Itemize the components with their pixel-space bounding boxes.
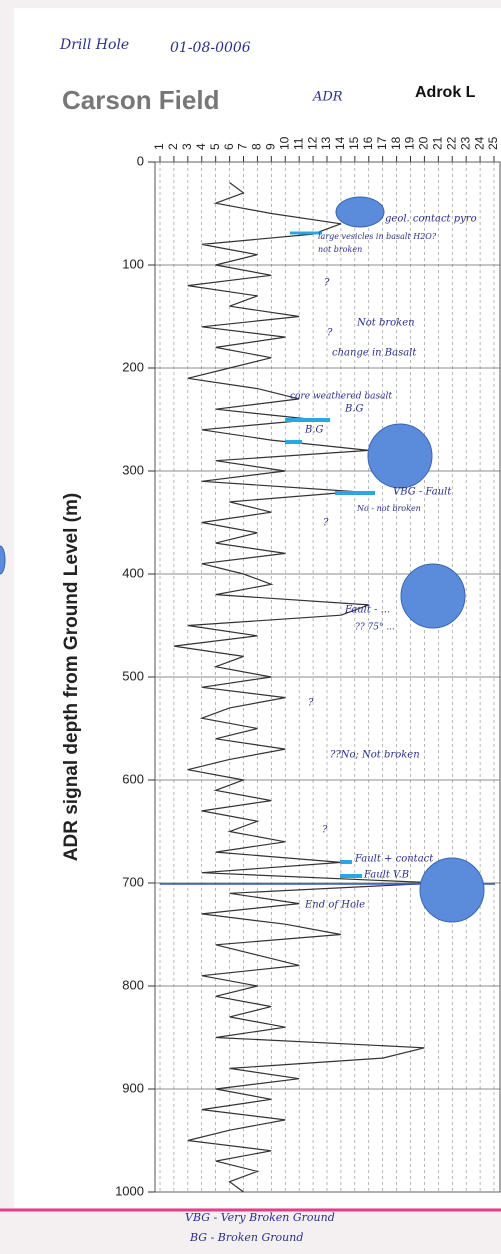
y-tick-label: 1000 [115, 1183, 144, 1198]
x-tick-label: 6 [222, 143, 236, 150]
y-tick-label: 600 [122, 771, 144, 786]
signal-trace [173, 182, 439, 1193]
x-tick-label: 10 [277, 136, 291, 150]
legend-note: VBG - Very Broken Ground [185, 1211, 335, 1224]
y-tick-label: 0 [137, 153, 144, 168]
chart-title: Carson Field [62, 85, 219, 115]
highlight [335, 196, 385, 228]
annotation: Not broken [356, 318, 415, 329]
x-tick-label: 8 [250, 143, 264, 150]
annotation: ? [308, 698, 314, 709]
annotation: No - not broken [356, 504, 421, 513]
annotation: not broken [318, 245, 362, 254]
overlay [0, 196, 495, 923]
x-tick-label: 19 [403, 136, 417, 150]
x-tick-label: 9 [264, 143, 278, 150]
method: ADR [312, 90, 343, 105]
y-tick-label: 900 [122, 1080, 144, 1095]
annotation: ? [323, 518, 329, 529]
y-tick-label: 800 [122, 977, 144, 992]
annotation: ??No; Not broken [330, 750, 420, 761]
x-tick-label: 1 [152, 143, 166, 150]
annotations: geol. contact pyro large vesicles in bas… [290, 214, 477, 911]
annotation: Fault V.B [363, 870, 409, 881]
x-tick-label: 22 [444, 136, 458, 150]
y-axis-label: ADR signal depth from Ground Level (m) [61, 493, 82, 861]
x-tick-label: 7 [236, 143, 250, 150]
x-tick-label: 5 [208, 143, 222, 150]
highlight [367, 423, 433, 489]
x-tick-label: 15 [347, 136, 361, 150]
x-tick-label: 24 [472, 136, 486, 150]
company: Adrok L [415, 84, 476, 101]
annotation: ?? 75° ... [355, 623, 395, 633]
annotation: Fault + contact [354, 854, 434, 865]
y-tick-label: 200 [122, 359, 144, 374]
x-tick-label: 14 [333, 136, 347, 150]
x-tick-label: 12 [305, 136, 319, 150]
y-tick-label: 700 [122, 874, 144, 889]
annotation: B.G [344, 404, 364, 415]
x-tick-label: 20 [417, 136, 431, 150]
annotation: ? [327, 328, 333, 339]
legend-note: BG - Broken Ground [189, 1231, 303, 1244]
annotation: ? [322, 825, 328, 836]
annotation: geol. contact pyro [385, 214, 477, 225]
hole-id: 01-08-0006 [170, 40, 251, 56]
annotation: change in Basalt [332, 348, 417, 359]
annotation: core weathered basalt [290, 392, 392, 402]
x-tick-label: 11 [291, 137, 305, 150]
x-tick-label: 4 [194, 143, 208, 150]
annotation: End of Hole [304, 900, 365, 911]
y-tick-label: 400 [122, 565, 144, 580]
highlight [0, 545, 6, 575]
y-tick-label: 100 [122, 256, 144, 271]
annotation: VBG - Fault [393, 487, 452, 498]
x-tick-label: 18 [389, 136, 403, 150]
y-tick-label: 500 [122, 668, 144, 683]
highlight [400, 563, 466, 629]
annotation: large vesicles in basalt H2O? [318, 232, 437, 241]
annotation: B.G [304, 425, 324, 436]
plot-area: 1 2 3 4 5 6 7 8 9 10 11 12 13 14 15 16 17 18 19 20 21 22 23 24 2… [115, 136, 501, 1198]
x-tick-label: 13 [319, 136, 333, 150]
annotation: Fault - ... [344, 605, 390, 616]
x-tick-label: 2 [166, 143, 180, 150]
annotation: ? [324, 278, 330, 289]
x-tick-label: 16 [361, 136, 375, 150]
x-tick-label: 23 [458, 136, 472, 150]
x-tick-label: 21 [431, 136, 445, 150]
x-tick-label: 17 [375, 136, 389, 150]
x-tick-label: 3 [180, 143, 194, 150]
highlight [419, 857, 485, 923]
y-tick-label: 300 [122, 462, 144, 477]
drill-hole: Drill Hole [59, 37, 129, 53]
x-tick-label: 25 [486, 136, 500, 150]
